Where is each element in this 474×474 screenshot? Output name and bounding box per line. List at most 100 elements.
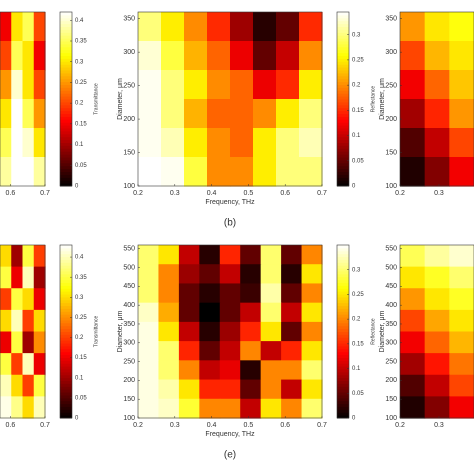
y-tick-label: 400 xyxy=(123,302,135,309)
colorbar-step xyxy=(60,374,72,379)
heat-cell xyxy=(33,70,46,100)
heat-cell xyxy=(400,331,426,354)
heat-cell xyxy=(199,321,221,342)
heat-cell xyxy=(276,128,300,158)
colorbar-tick-label: 0.15 xyxy=(75,355,87,361)
heat-cell xyxy=(449,128,474,158)
heat-cell xyxy=(240,283,262,304)
heat-cell xyxy=(33,245,46,268)
colorbar-label: Transmittance xyxy=(93,316,99,348)
x-tick-label: 0.3 xyxy=(170,190,180,197)
heat-cell xyxy=(299,41,323,71)
heat-cell xyxy=(400,374,426,397)
colorbar-step xyxy=(337,273,349,278)
heat-cell xyxy=(158,321,180,342)
colorbar-step xyxy=(337,282,349,286)
colorbar-step xyxy=(60,81,72,85)
colorbar-step xyxy=(60,96,72,100)
y-tick-label: 550 xyxy=(385,246,397,253)
heat-cell xyxy=(424,331,450,354)
heat-cell xyxy=(400,288,426,311)
heat-cell xyxy=(0,331,12,354)
colorbar-step xyxy=(60,386,72,390)
heat-cell xyxy=(253,70,277,100)
heat-cell xyxy=(449,353,474,376)
heat-cell xyxy=(138,379,160,400)
colorbar-step xyxy=(60,305,72,309)
heat-cell xyxy=(424,353,450,376)
x-axis-label: Frequency, THz xyxy=(205,199,255,206)
colorbar-step xyxy=(60,343,72,347)
colorbar-step xyxy=(337,61,349,65)
colorbar-tick-label: 0.1 xyxy=(75,375,84,381)
colorbar-step xyxy=(60,270,72,275)
colorbar-step xyxy=(60,133,72,138)
colorbar-step xyxy=(337,325,349,330)
colorbar-step xyxy=(337,383,349,387)
colorbar-step xyxy=(60,403,72,407)
heat-cell xyxy=(0,99,12,129)
colorbar-step xyxy=(60,26,72,30)
colorbar-step xyxy=(337,67,349,71)
heat-cell xyxy=(11,374,24,397)
colorbar-step xyxy=(60,61,72,65)
heat-cell xyxy=(281,321,303,342)
heat-cell xyxy=(449,396,474,419)
colorbar-tick-label: 0.15 xyxy=(75,121,87,127)
heat-cell xyxy=(230,128,254,158)
heat-cell xyxy=(33,288,46,311)
colorbar-step xyxy=(60,302,72,307)
colorbar-step xyxy=(60,55,72,59)
colorbar-step xyxy=(60,285,72,289)
colorbar-step xyxy=(337,52,349,56)
colorbar-step xyxy=(60,348,72,353)
heat-cell xyxy=(158,360,180,381)
colorbar-step xyxy=(337,58,349,62)
heat-cell xyxy=(301,398,323,419)
heat-cell xyxy=(424,157,450,187)
colorbar-step xyxy=(337,168,349,172)
heat-cell xyxy=(11,70,24,100)
x-tick-label: 0.2 xyxy=(395,190,405,197)
heat-cell xyxy=(207,12,231,42)
colorbar-step xyxy=(337,70,349,74)
heat-cell xyxy=(0,288,12,311)
colorbar-step xyxy=(60,64,72,68)
x-tick-label: 0.5 xyxy=(244,190,254,197)
colorbar-step xyxy=(60,110,72,114)
colorbar-step xyxy=(337,288,349,292)
heat-cell xyxy=(33,353,46,376)
colorbar-frame xyxy=(336,11,350,187)
heat-cell xyxy=(301,379,323,400)
heat-cell xyxy=(158,398,180,419)
heat-cell xyxy=(260,283,282,304)
colorbar-step xyxy=(337,87,349,91)
plot-frame xyxy=(137,11,323,187)
y-axis-label: Diameter, μm xyxy=(379,78,386,120)
colorbar-step xyxy=(337,162,349,167)
colorbar-tick-label: 0.25 xyxy=(352,57,364,63)
heat-cell xyxy=(253,99,277,129)
colorbar-step xyxy=(60,291,72,295)
colorbar-step xyxy=(337,340,349,344)
heat-cell xyxy=(11,128,24,158)
heat-cell xyxy=(281,341,303,361)
colorbar-step xyxy=(60,357,72,361)
colorbar-step xyxy=(337,337,349,341)
y-axis-label: Diameter, μm xyxy=(117,310,124,352)
colorbar-step xyxy=(337,90,349,94)
colorbar-step xyxy=(337,75,349,80)
heat-cell xyxy=(138,264,160,285)
colorbar-step xyxy=(60,282,72,286)
colorbar-step xyxy=(337,386,349,390)
colorbar-label: Reflectance xyxy=(370,86,376,113)
heat-cell xyxy=(400,70,426,100)
heat-cell xyxy=(33,396,46,419)
heat-cell xyxy=(22,331,35,354)
heat-cell xyxy=(240,379,262,400)
heat-cell xyxy=(11,99,24,129)
colorbar-step xyxy=(337,322,349,327)
colorbar-step xyxy=(60,322,72,327)
heat-cell xyxy=(199,398,221,419)
colorbar-step xyxy=(60,325,72,330)
